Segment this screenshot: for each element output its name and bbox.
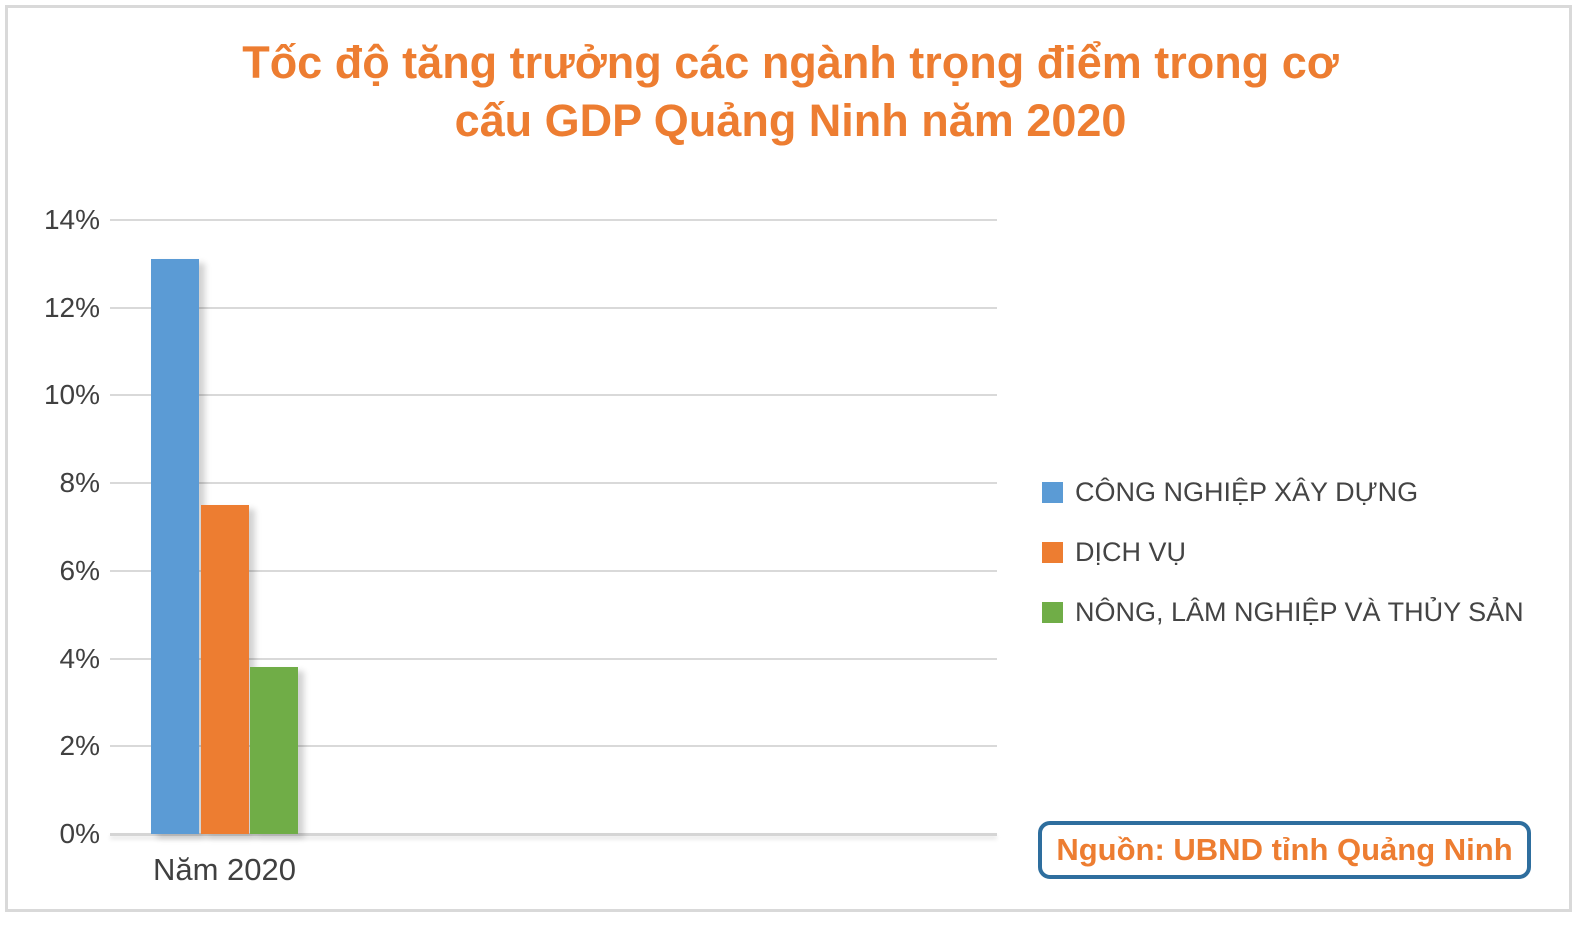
y-axis-tick-label-10pct: 10% [43,379,100,411]
gridline-2pct [110,745,997,748]
legend-item-label: DỊCH VỤ [1075,536,1187,567]
y-axis-tick-label-0pct: 0% [59,818,100,849]
y-axis-tick-label-2pct: 2% [59,730,100,762]
gridline-8pct [110,482,997,485]
gridline-10pct [110,394,997,397]
source-note-text: Nguồn: UBND tỉnh Quảng Ninh [1056,832,1513,867]
legend-swatch-icon [1042,541,1063,563]
legend-item-3: NÔNG, LÂM NGHIỆP VÀ THỦY SẢN [1042,595,1524,629]
source-note-box: Nguồn: UBND tỉnh Quảng Ninh [1038,821,1531,879]
gridline-4pct [110,657,997,660]
gridline-0pct [110,833,997,836]
y-axis-tick-label-4pct: 4% [59,642,100,674]
bar-series-3 [250,667,298,834]
bar-series-2 [200,505,249,834]
gridline-14pct [110,219,997,221]
gridline-6pct [110,569,997,572]
legend-item-label: CÔNG NGHIỆP XÂY DỰNG [1075,476,1419,507]
y-axis-tick-label-8pct: 8% [59,467,100,499]
legend-item-2: DỊCH VỤ [1042,535,1186,569]
y-axis-tick-label-14pct: 14% [43,204,100,235]
bar-series-1 [151,259,199,834]
legend-swatch-icon [1042,481,1063,503]
chart-title: Tốc độ tăng trưởng các ngành trọng điểm … [5,34,1576,150]
y-axis-tick-label-6pct: 6% [59,554,100,586]
y-axis-tick-label-12pct: 12% [43,291,100,323]
gridline-12pct [110,306,997,309]
x-axis-category-label: Năm 2020 [152,852,297,887]
legend-item-1: CÔNG NGHIỆP XÂY DỰNG [1042,475,1418,509]
chart-title-line-2: cấu GDP Quảng Ninh năm 2020 [454,95,1127,146]
chart-title-line-1: Tốc độ tăng trưởng các ngành trọng điểm … [242,37,1339,88]
legend-swatch-icon [1042,601,1063,623]
legend-item-label: NÔNG, LÂM NGHIỆP VÀ THỦY SẢN [1075,596,1524,627]
